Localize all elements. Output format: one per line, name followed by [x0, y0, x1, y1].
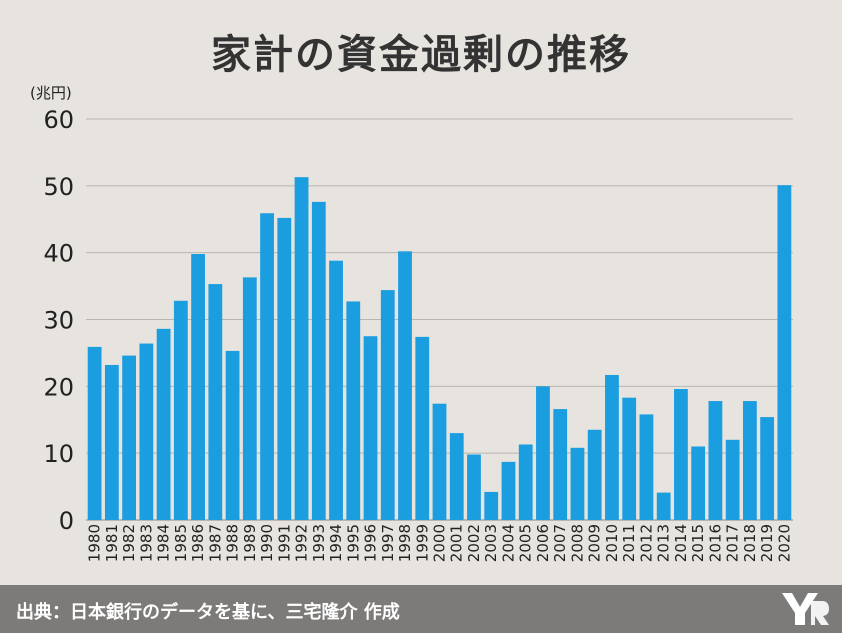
x-tick-label: 2015: [689, 524, 707, 562]
x-tick-label: 2007: [551, 524, 569, 562]
bar-1999: [415, 336, 430, 520]
y-tick-label: 0: [59, 507, 74, 535]
bar-1995: [346, 301, 361, 520]
bar-2010: [605, 374, 619, 520]
x-tick-label: 1988: [224, 524, 242, 562]
bar-1986: [191, 254, 205, 520]
bar-1982: [122, 355, 137, 520]
x-tick-label: 2010: [603, 524, 621, 562]
x-tick-label: 2012: [637, 524, 655, 562]
bar-1980: [87, 346, 102, 520]
x-tick-label: 2005: [517, 524, 535, 562]
bar-1990: [260, 213, 274, 521]
x-axis-ticks: 1980 1981 1982 1983 1984 1985 1986 1987 1988 1989…: [86, 524, 794, 562]
bar-2002: [467, 454, 481, 520]
x-tick-label: 2001: [448, 524, 466, 562]
x-tick-label: 2009: [586, 524, 604, 562]
x-tick-label: 1995: [344, 524, 362, 562]
x-tick-label: 1986: [189, 524, 207, 562]
x-tick-label: 1985: [172, 524, 190, 562]
y-axis-ticks: 0 10 20 30 40 50 60: [43, 106, 74, 535]
bar-1981: [104, 364, 119, 520]
bar-2006: [536, 386, 550, 520]
source-footer: 出典：日本銀行のデータを基に、三宅隆介 作成: [0, 585, 842, 633]
bar-2008: [570, 447, 585, 520]
x-tick-label: 2003: [482, 524, 500, 562]
x-tick-label: 2016: [706, 524, 724, 562]
bar-1985: [173, 300, 188, 520]
bar-2015: [691, 446, 706, 520]
x-tick-label: 1989: [241, 524, 259, 562]
bar-2007: [553, 409, 568, 520]
x-tick-label: 1984: [155, 524, 173, 562]
bar-1989: [242, 277, 257, 520]
bar-2017: [725, 439, 740, 520]
x-tick-label: 1983: [137, 524, 155, 562]
x-tick-label: 1981: [103, 524, 121, 562]
x-tick-label: 2019: [758, 524, 776, 562]
x-tick-label: 2004: [499, 524, 517, 562]
page-title: 家計の資金過剰の推移: [211, 32, 631, 78]
x-tick-label: 1992: [293, 524, 311, 562]
bar-1997: [380, 290, 395, 520]
bar-1992: [294, 177, 309, 520]
x-tick-label: 1999: [413, 524, 431, 562]
bar-2004: [501, 461, 516, 520]
x-tick-label: 2006: [534, 524, 552, 562]
x-tick-label: 1980: [86, 524, 104, 562]
bar-1983: [139, 343, 154, 520]
x-tick-label: 2017: [724, 524, 742, 562]
bar-2014: [674, 389, 688, 520]
bar-1987: [208, 284, 223, 520]
y-axis-unit-label: (兆円): [30, 84, 72, 102]
x-tick-label: 1993: [310, 524, 328, 562]
x-tick-label: 2013: [655, 524, 673, 562]
x-tick-label: 2008: [568, 524, 586, 562]
x-tick-label: 1982: [120, 524, 138, 562]
x-tick-label: 1996: [362, 524, 380, 562]
y-tick-label: 20: [43, 373, 74, 401]
bar-2003: [484, 491, 499, 520]
bar-1998: [398, 251, 412, 520]
bar-1991: [277, 217, 292, 520]
x-tick-label: 1991: [275, 524, 293, 562]
y-tick-label: 30: [43, 307, 74, 335]
bar-2016: [708, 401, 723, 520]
y-tick-label: 50: [43, 173, 74, 201]
bar-1988: [225, 350, 240, 520]
bar-2013: [656, 492, 671, 520]
bar-2001: [449, 433, 464, 520]
x-tick-label: 2018: [741, 524, 759, 562]
bar-2020: [777, 185, 792, 521]
x-tick-label: 1990: [258, 524, 276, 562]
x-tick-label: 1987: [206, 524, 224, 562]
bar-2018: [742, 401, 757, 520]
bar-2012: [639, 414, 654, 520]
x-tick-label: 2002: [465, 524, 483, 562]
y-tick-label: 40: [43, 240, 74, 268]
bar-1993: [311, 201, 326, 520]
x-tick-label: 1998: [396, 524, 414, 562]
bar-1984: [156, 328, 171, 520]
bar-2019: [760, 417, 775, 520]
x-tick-label: 2011: [620, 524, 638, 562]
x-tick-label: 2014: [672, 524, 690, 562]
bar-2000: [432, 403, 447, 520]
x-tick-label: 1994: [327, 524, 345, 562]
y-tick-label: 60: [43, 106, 74, 134]
publisher-logo-icon: [782, 593, 829, 625]
x-tick-label: 2020: [775, 524, 793, 562]
bar-2009: [587, 429, 602, 520]
bar-2011: [622, 397, 637, 520]
bar-2005: [518, 444, 533, 520]
bar-1996: [363, 336, 378, 520]
source-text: 出典：日本銀行のデータを基に、三宅隆介 作成: [16, 602, 400, 623]
y-tick-label: 10: [43, 440, 74, 468]
bars: [87, 177, 792, 521]
x-tick-label: 1997: [379, 524, 397, 562]
bar-1994: [329, 260, 343, 520]
x-tick-label: 2000: [431, 524, 449, 562]
